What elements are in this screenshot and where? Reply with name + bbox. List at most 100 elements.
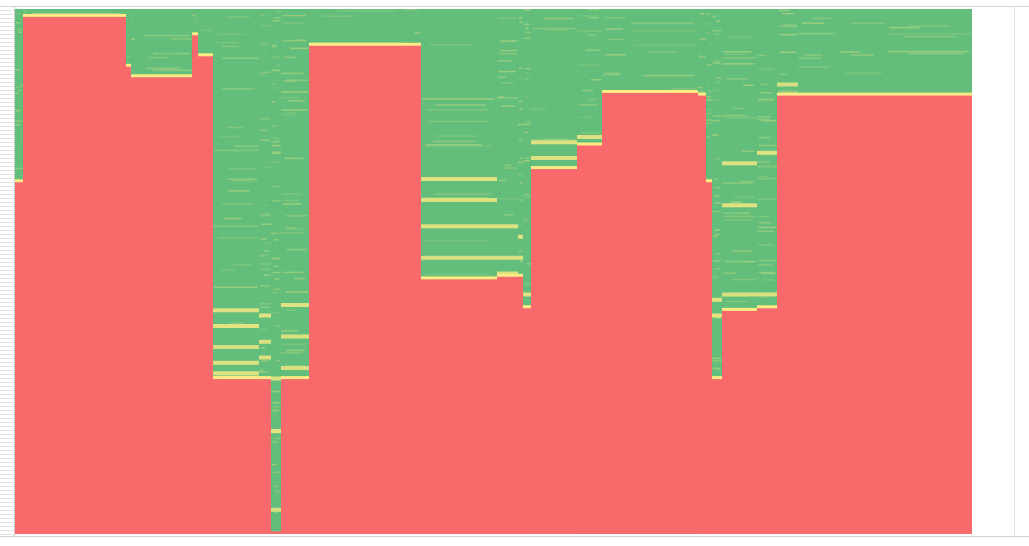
heatmap-cell-streak (532, 27, 576, 30)
heatmap-cell-streak (712, 115, 722, 117)
heatmap-cell-streak (427, 120, 489, 123)
heatmap-cell-mid (404, 42, 421, 46)
heatmap-cell-streak (281, 330, 298, 332)
heatmap-cell-high (213, 9, 259, 380)
heatmap-cell-streak (226, 178, 258, 180)
heatmap-cell-streak (578, 64, 594, 66)
heatmap-cell-streak (671, 88, 695, 90)
heatmap-column (271, 9, 281, 535)
heatmap-column (835, 9, 885, 534)
heatmap-cell-streak (700, 12, 705, 15)
heatmap-cell-streak (214, 41, 240, 44)
heatmap-cell-mid (271, 429, 281, 433)
heatmap-cell-streak (732, 107, 744, 110)
heatmap-cell-streak (760, 92, 773, 94)
heatmap-cell-streak (519, 16, 522, 19)
heatmap-cell-streak (202, 29, 213, 32)
heatmap-cell-low (23, 16, 30, 535)
heatmap-cell-streak (259, 371, 266, 373)
heatmap-cell-streak (757, 230, 774, 233)
heatmap-cell-streak (519, 199, 523, 201)
heatmap-cell-mid (213, 371, 259, 376)
heatmap-cell-streak (885, 33, 972, 35)
heatmap-cell-streak (781, 91, 797, 94)
heatmap-column (698, 9, 706, 534)
heatmap-cell-streak (504, 164, 512, 167)
heatmap-cell-streak (284, 56, 296, 59)
heatmap-cell-streak (272, 144, 281, 147)
heatmap-cell-high (518, 9, 523, 277)
heatmap-cell-streak (271, 401, 280, 404)
heatmap-cell-streak (758, 198, 777, 201)
heatmap-cell-streak (15, 86, 21, 88)
heatmap-cell-streak (260, 139, 270, 142)
heatmap-cell-streak (259, 328, 269, 331)
heatmap-cell-streak (276, 63, 280, 66)
heatmap-cell-mid (281, 334, 309, 339)
heatmap-cell-streak (422, 98, 495, 100)
heatmap-cell-streak (503, 167, 517, 169)
heatmap-cell-streak (214, 149, 259, 152)
heatmap-cell-streak (757, 116, 771, 118)
heatmap-cell-streak (525, 67, 531, 70)
heatmap-cell-streak (131, 38, 135, 41)
heatmap-cell-streak (497, 76, 506, 78)
heatmap-cell-streak (497, 96, 505, 98)
heatmap-cell-streak (523, 194, 531, 197)
heatmap-cell-low (523, 308, 531, 535)
heatmap-cell-streak (271, 409, 279, 412)
heatmap-cell-high (706, 9, 712, 183)
heatmap-cell-mid (281, 376, 309, 380)
heatmap-cell-streak (707, 82, 711, 84)
heatmap-cell-streak (518, 161, 522, 163)
heatmap-cell-streak (850, 54, 874, 56)
heatmap-cell-mid (126, 63, 131, 67)
heatmap-cell-streak (779, 73, 787, 76)
heatmap-cell-streak (271, 125, 278, 127)
heatmap-cell-high (698, 9, 706, 96)
heatmap-cell-low (577, 145, 602, 534)
heatmap-cell-streak (273, 265, 279, 268)
heatmap-cell-streak (273, 511, 277, 513)
heatmap-cell-streak (712, 276, 718, 279)
heatmap-cell-streak (716, 201, 722, 204)
heatmap-cell-streak (605, 54, 626, 56)
heatmap-cell-streak (271, 69, 281, 72)
heatmap-cell-streak (218, 33, 246, 35)
heatmap-cell-streak (757, 161, 770, 163)
heatmap-cell-mid (213, 345, 259, 349)
heatmap-cell-streak (214, 286, 258, 288)
heatmap-cell-streak (713, 60, 721, 63)
heatmap-cell-streak (518, 250, 523, 253)
heatmap-cell-high (885, 9, 972, 96)
heatmap-cell-streak (18, 29, 23, 32)
heatmap-cell-low (626, 93, 698, 534)
heatmap-cell-streak (272, 200, 281, 202)
heatmap-cell-streak (271, 232, 281, 234)
heatmap-cell-streak (216, 375, 258, 377)
heatmap-cell-streak (231, 264, 252, 266)
heatmap-cell-streak (903, 35, 956, 38)
heatmap-column (213, 9, 259, 534)
heatmap-cell-mid (309, 42, 404, 46)
heatmap-cell-mid (722, 292, 757, 297)
heatmap-cell-streak (222, 203, 254, 205)
heatmap-cell-streak (757, 98, 774, 100)
heatmap-cell-streak (131, 51, 134, 53)
heatmap-column (196, 9, 198, 535)
heatmap-cell-streak (260, 14, 265, 16)
heatmap-cell-streak (275, 492, 280, 495)
heatmap-cell-mid (518, 273, 523, 277)
heatmap-cell-streak (812, 17, 832, 20)
heatmap-cell-mid (706, 179, 712, 183)
heatmap-cell-streak (524, 131, 529, 134)
heatmap-cell-streak (714, 202, 722, 204)
heatmap-cell-streak (716, 369, 722, 371)
heatmap-cell-streak (706, 112, 712, 115)
heatmap-cell-streak (726, 300, 749, 303)
heatmap-cell-streak (283, 114, 295, 116)
heatmap-cell-streak (127, 56, 130, 58)
heatmap-cell-low (421, 279, 497, 535)
